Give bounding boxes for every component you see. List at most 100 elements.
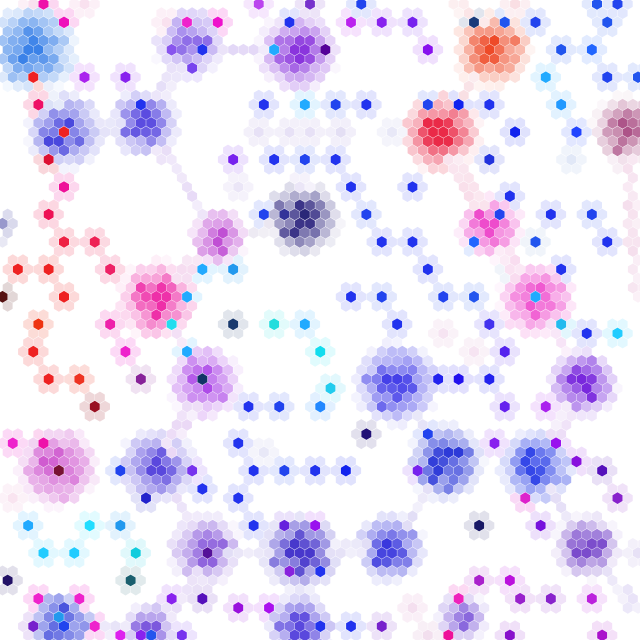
hex-cell — [535, 409, 546, 422]
hex-cell — [223, 565, 233, 578]
hex-cell — [12, 464, 23, 477]
hex-cell — [171, 272, 182, 285]
hex-cell — [463, 592, 474, 605]
hex-cell — [407, 473, 418, 486]
hex-cell — [100, 254, 110, 267]
hex-cell — [474, 25, 485, 38]
hex-cell — [64, 43, 75, 56]
hex-cell — [43, 556, 54, 568]
hex-cell — [7, 53, 18, 65]
hex-cell — [233, 254, 244, 267]
hex-cell — [489, 89, 500, 102]
hex-cell — [586, 629, 597, 640]
hex-cell — [581, 455, 592, 468]
hex-cell — [84, 373, 95, 385]
hex-cell — [351, 208, 362, 221]
hex-cell — [248, 98, 259, 111]
hex-cell — [412, 117, 423, 129]
hex-cell — [197, 62, 208, 74]
hex-cell — [412, 483, 423, 495]
hex-cell — [223, 144, 233, 157]
hex-cell — [561, 510, 572, 523]
hex-cell — [166, 263, 177, 276]
hex-cell — [284, 583, 295, 596]
hex-cell — [402, 519, 413, 532]
hex-cell — [597, 519, 608, 532]
hex-cell — [412, 446, 423, 459]
hex-cell — [556, 391, 567, 404]
hex-cell — [89, 144, 100, 157]
hex-cell — [586, 7, 597, 19]
hex-cell — [305, 108, 315, 120]
hex-cell — [479, 309, 490, 321]
hex-cell — [69, 437, 80, 450]
hex-cell — [325, 400, 336, 413]
hex-cell — [366, 419, 377, 431]
hex-cell — [586, 391, 597, 404]
hex-cell — [412, 611, 423, 623]
hex-cell — [535, 592, 546, 605]
hex-cell — [515, 7, 526, 19]
hex-cell — [146, 300, 157, 312]
hex-cell — [356, 437, 367, 450]
hex-cell — [504, 574, 515, 587]
hex-cell — [515, 135, 526, 148]
hex-cell — [279, 556, 290, 568]
hex-cell — [253, 108, 264, 120]
hex-cell — [202, 236, 213, 248]
hex-cell — [474, 629, 485, 640]
hex-cell — [515, 300, 526, 312]
hex-cell — [407, 16, 418, 29]
hex-cell — [551, 364, 561, 376]
hex-cell — [366, 345, 377, 358]
hex-cell — [94, 226, 105, 239]
hex-cell — [315, 217, 326, 230]
hex-cell — [371, 25, 382, 38]
hex-cell — [520, 583, 531, 596]
hex-cell — [125, 519, 136, 532]
hex-cell — [633, 547, 640, 559]
hex-cell — [581, 345, 592, 358]
hex-cell — [38, 492, 49, 504]
hex-cell — [361, 373, 372, 385]
hex-cell — [141, 272, 151, 285]
hex-cell — [402, 611, 413, 623]
hex-cell — [602, 144, 613, 157]
hex-cell — [217, 7, 228, 19]
hex-cell — [602, 236, 613, 248]
hex-cell — [417, 162, 428, 175]
hex-cell — [156, 117, 167, 129]
hex-cell — [330, 62, 341, 74]
hex-cell — [315, 528, 326, 541]
hex-cell — [356, 199, 367, 212]
hex-cell — [566, 281, 577, 294]
hex-cell — [407, 144, 418, 157]
hex-cell — [48, 162, 59, 175]
hex-cell — [238, 501, 249, 514]
hex-cell — [535, 7, 546, 19]
hex-cell — [412, 153, 423, 166]
hex-cell — [79, 602, 90, 614]
hex-cell — [197, 373, 208, 385]
hex-cell — [182, 34, 192, 47]
hex-cell — [540, 309, 551, 321]
hex-cell — [510, 0, 520, 10]
hex-cell — [146, 446, 157, 459]
hex-cell — [59, 437, 69, 450]
hex-cell — [89, 510, 100, 523]
hex-cell — [294, 199, 305, 212]
hex-cell — [530, 473, 541, 486]
hex-cell — [279, 409, 290, 422]
hex-cell — [151, 620, 162, 633]
hex-cell — [202, 565, 213, 578]
hex-cell — [458, 583, 469, 596]
hex-cell — [130, 455, 141, 468]
hex-cell — [43, 117, 54, 129]
hex-cell — [474, 464, 485, 477]
hex-cell — [540, 455, 551, 468]
hex-cell — [556, 483, 567, 495]
hex-cell — [120, 455, 131, 468]
hex-cell — [576, 538, 587, 550]
hex-cell — [417, 620, 428, 633]
hex-cell — [146, 263, 157, 276]
